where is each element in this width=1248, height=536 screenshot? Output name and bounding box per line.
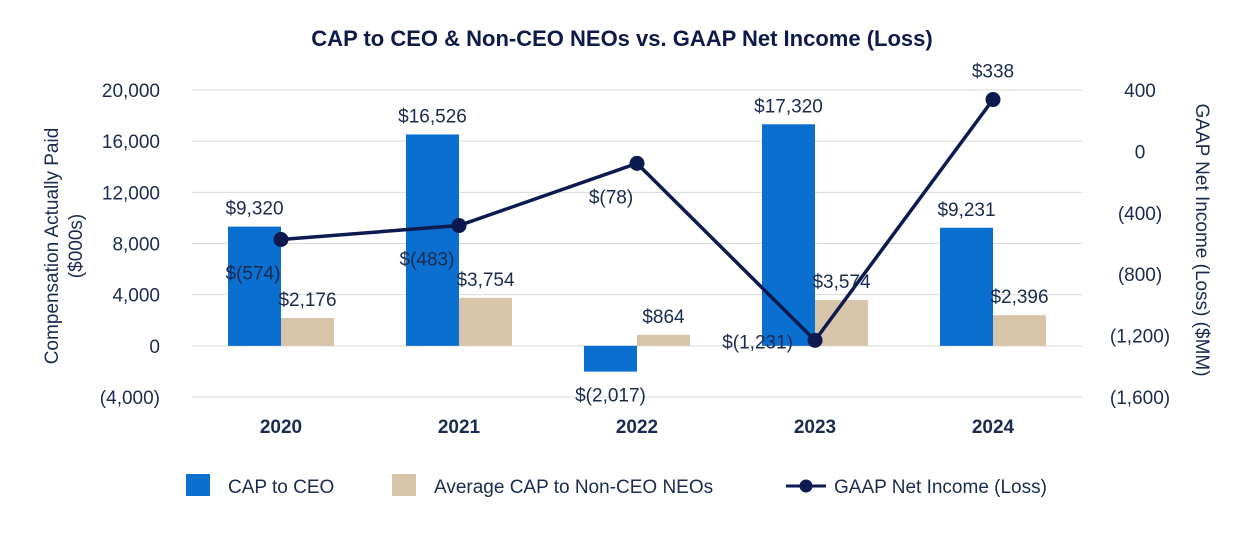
category-label: 2023 bbox=[794, 417, 836, 438]
category-label: 2021 bbox=[438, 417, 481, 438]
bar-cap-ceo bbox=[406, 134, 459, 346]
data-label-cap-ceo: $(2,017) bbox=[575, 386, 646, 407]
net-income-point bbox=[273, 232, 289, 248]
gridlines bbox=[192, 89, 1082, 398]
category-labels: 2020 2021 2022 2023 2024 bbox=[260, 417, 1015, 438]
legend-swatch-cap-ceo bbox=[186, 474, 210, 496]
legend-swatch-cap-neo bbox=[392, 474, 416, 496]
net-income-point bbox=[807, 332, 823, 348]
bar-cap-neo bbox=[993, 315, 1046, 346]
legend-marker-net-income bbox=[799, 479, 813, 493]
y2-tick-label: (1,600) bbox=[1110, 388, 1170, 409]
data-label-net-income: $338 bbox=[972, 62, 1014, 83]
y-tick-label: 12,000 bbox=[102, 183, 160, 204]
category-label: 2020 bbox=[260, 417, 302, 438]
data-labels: $9,320 $16,526 $(2,017) $17,320 $9,231 $2,176… bbox=[225, 62, 1048, 407]
y2-tick-label: 400 bbox=[1124, 81, 1156, 102]
data-label-net-income: $(78) bbox=[589, 187, 633, 208]
data-label-net-income: $(483) bbox=[400, 250, 455, 271]
bar-cap-neo bbox=[281, 317, 334, 346]
y2-axis-label: GAAP Net Income (Loss) ($MM) bbox=[1191, 103, 1212, 376]
data-label-net-income: $(1,231) bbox=[722, 332, 793, 353]
y2-tick-label: (1,200) bbox=[1110, 327, 1170, 348]
left-axis-ticks: (4,000) 0 4,000 8,000 12,000 16,000 20,000 bbox=[100, 81, 160, 409]
legend-label-net-income: GAAP Net Income (Loss) bbox=[834, 477, 1047, 498]
y-tick-label: (4,000) bbox=[100, 388, 160, 409]
data-label-cap-neo: $2,396 bbox=[990, 287, 1048, 308]
data-label-cap-neo: $3,574 bbox=[812, 272, 871, 293]
net-income-polyline bbox=[280, 98, 995, 343]
bar-cap-ceo bbox=[584, 345, 637, 372]
y-axis-label-line1: Compensation Actually Paid bbox=[42, 128, 63, 365]
bar-cap-ceo bbox=[228, 226, 281, 346]
chart-title: CAP to CEO & Non-CEO NEOs vs. GAAP Net I… bbox=[311, 26, 932, 51]
right-axis-ticks: (1,600) (1,200) (800) (400) 0 400 bbox=[1110, 81, 1170, 409]
y2-tick-label: 0 bbox=[1135, 142, 1146, 163]
data-label-cap-ceo: $17,320 bbox=[754, 96, 823, 117]
category-label: 2022 bbox=[616, 417, 658, 438]
data-label-cap-neo: $2,176 bbox=[278, 290, 336, 311]
net-income-point bbox=[985, 92, 1001, 108]
legend-label-cap-ceo: CAP to CEO bbox=[228, 477, 334, 498]
y-tick-label: 4,000 bbox=[112, 286, 160, 307]
data-label-cap-ceo: $16,526 bbox=[398, 106, 467, 127]
bars bbox=[228, 124, 1046, 372]
net-income-point bbox=[451, 218, 467, 234]
y-tick-label: 16,000 bbox=[102, 132, 160, 153]
bar-cap-neo bbox=[637, 334, 690, 346]
net-income-point bbox=[629, 155, 645, 171]
y2-tick-label: (800) bbox=[1118, 265, 1162, 286]
legend-label-cap-neo: Average CAP to Non-CEO NEOs bbox=[434, 477, 713, 498]
data-label-cap-neo: $864 bbox=[642, 307, 685, 328]
bar-cap-neo bbox=[459, 297, 512, 346]
y-tick-label: 20,000 bbox=[102, 81, 160, 102]
bar-cap-neo bbox=[815, 300, 868, 346]
y2-tick-label: (400) bbox=[1118, 204, 1162, 225]
y-axis-label-line2: ($000s) bbox=[66, 214, 87, 278]
data-label-cap-neo: $3,754 bbox=[456, 270, 515, 291]
bar-cap-ceo bbox=[940, 227, 993, 346]
data-label-cap-ceo: $9,231 bbox=[937, 200, 995, 221]
y-tick-label: 8,000 bbox=[112, 235, 160, 256]
data-label-net-income: $(574) bbox=[226, 264, 281, 285]
bar-cap-ceo bbox=[762, 124, 815, 346]
legend: CAP to CEO Average CAP to Non-CEO NEOs G… bbox=[186, 474, 1047, 498]
y-tick-label: 0 bbox=[149, 337, 160, 358]
data-label-cap-ceo: $9,320 bbox=[225, 199, 283, 220]
net-income-line bbox=[273, 92, 1001, 348]
category-label: 2024 bbox=[972, 417, 1015, 438]
